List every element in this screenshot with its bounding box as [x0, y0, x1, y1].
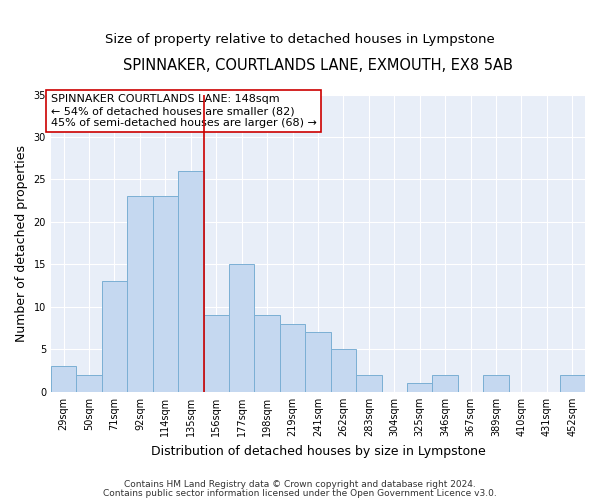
- X-axis label: Distribution of detached houses by size in Lympstone: Distribution of detached houses by size …: [151, 444, 485, 458]
- Bar: [254, 316, 280, 392]
- Bar: [229, 264, 254, 392]
- Bar: [407, 384, 433, 392]
- Bar: [102, 282, 127, 392]
- Bar: [178, 171, 203, 392]
- Text: Contains HM Land Registry data © Crown copyright and database right 2024.: Contains HM Land Registry data © Crown c…: [124, 480, 476, 489]
- Title: SPINNAKER, COURTLANDS LANE, EXMOUTH, EX8 5AB: SPINNAKER, COURTLANDS LANE, EXMOUTH, EX8…: [123, 58, 513, 72]
- Bar: [560, 375, 585, 392]
- Bar: [433, 375, 458, 392]
- Bar: [280, 324, 305, 392]
- Bar: [127, 196, 152, 392]
- Bar: [331, 350, 356, 392]
- Bar: [356, 375, 382, 392]
- Bar: [203, 316, 229, 392]
- Bar: [51, 366, 76, 392]
- Text: Size of property relative to detached houses in Lympstone: Size of property relative to detached ho…: [105, 32, 495, 46]
- Bar: [76, 375, 102, 392]
- Y-axis label: Number of detached properties: Number of detached properties: [15, 144, 28, 342]
- Text: SPINNAKER COURTLANDS LANE: 148sqm
← 54% of detached houses are smaller (82)
45% : SPINNAKER COURTLANDS LANE: 148sqm ← 54% …: [51, 94, 317, 128]
- Bar: [305, 332, 331, 392]
- Bar: [483, 375, 509, 392]
- Bar: [152, 196, 178, 392]
- Text: Contains public sector information licensed under the Open Government Licence v3: Contains public sector information licen…: [103, 488, 497, 498]
